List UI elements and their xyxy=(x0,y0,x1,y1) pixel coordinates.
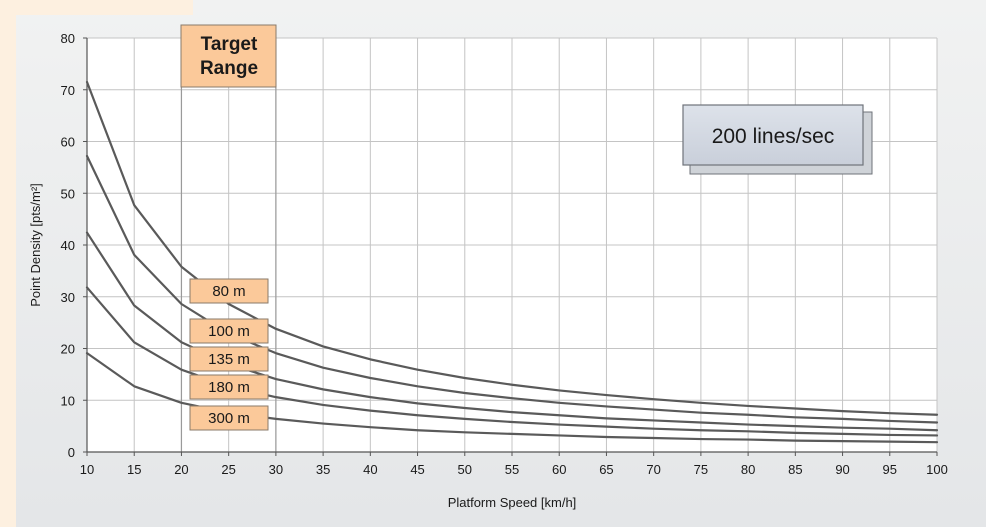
y-tick-label: 80 xyxy=(61,31,75,46)
x-tick-label: 80 xyxy=(741,462,755,477)
x-tick-label: 45 xyxy=(410,462,424,477)
x-tick-label: 10 xyxy=(80,462,94,477)
x-tick-label: 15 xyxy=(127,462,141,477)
range-label-80-m: 80 m xyxy=(189,278,269,304)
x-tick-label: 90 xyxy=(835,462,849,477)
curve-80-m xyxy=(85,80,939,416)
y-tick-labels: 0 10 20 30 40 50 60 70 80 xyxy=(61,31,87,460)
target-range-label: Target Range xyxy=(200,34,258,79)
x-tick-label: 30 xyxy=(269,462,283,477)
target-range-box-bg xyxy=(180,24,277,88)
x-tick-label: 40 xyxy=(363,462,377,477)
x-tick-label: 50 xyxy=(458,462,472,477)
range-label-135-m: 135 m xyxy=(189,346,269,372)
x-tick-label: 70 xyxy=(646,462,660,477)
range-label-300-m: 300 m xyxy=(189,405,269,431)
x-tick-label: 60 xyxy=(552,462,566,477)
range-label-180-m: 180 m xyxy=(189,374,269,400)
x-tick-label: 20 xyxy=(174,462,188,477)
y-tick-label: 70 xyxy=(61,83,75,98)
x-tick-label: 85 xyxy=(788,462,802,477)
x-tick-label: 75 xyxy=(694,462,708,477)
x-tick-label: 35 xyxy=(316,462,330,477)
y-axis-title: Point Density [pts/m²] xyxy=(28,183,43,307)
y-tick-label: 30 xyxy=(61,290,75,305)
range-label-box xyxy=(189,374,269,400)
line-rate-box: 200 lines/sec xyxy=(682,104,873,175)
x-tick-label: 100 xyxy=(926,462,948,477)
range-label-box xyxy=(189,405,269,431)
range-label-text: 180 m xyxy=(208,379,250,396)
target-range-band xyxy=(180,87,277,452)
y-tick-label: 60 xyxy=(61,135,75,150)
x-tick-label: 25 xyxy=(221,462,235,477)
x-axis-title: Platform Speed [km/h] xyxy=(448,495,577,510)
y-tick-label: 0 xyxy=(68,445,75,460)
range-label-text: 300 m xyxy=(208,410,250,427)
y-tick-label: 20 xyxy=(61,342,75,357)
x-tick-labels: 10 15 20 25 30 35 40 45 50 55 60 65 70 75 80 85 90 95 100 xyxy=(80,452,948,477)
range-label-text: 100 m xyxy=(208,323,250,340)
x-tick-label: 95 xyxy=(883,462,897,477)
range-labels: 80 m 100 m 135 m 180 m 300 m xyxy=(189,278,269,431)
x-tick-label: 65 xyxy=(599,462,613,477)
target-range-line: Target xyxy=(201,34,258,55)
range-label-100-m: 100 m xyxy=(189,318,269,344)
range-label-box xyxy=(189,346,269,372)
target-range-box: Target Range xyxy=(180,24,277,88)
range-label-text: 135 m xyxy=(208,351,250,368)
line-rate-label: 200 lines/sec xyxy=(712,125,835,148)
y-tick-label: 10 xyxy=(61,393,75,408)
y-tick-label: 50 xyxy=(61,186,75,201)
range-label-box xyxy=(189,278,269,304)
left-accent-strip xyxy=(0,0,16,527)
line-rate-box-bg xyxy=(682,104,864,166)
range-label-box xyxy=(189,318,269,344)
target-range-line: Range xyxy=(200,58,258,79)
top-accent-strip xyxy=(0,0,193,15)
x-tick-label: 55 xyxy=(505,462,519,477)
y-tick-label: 40 xyxy=(61,238,75,253)
range-label-text: 80 m xyxy=(212,283,245,300)
grid-lines xyxy=(86,37,938,453)
